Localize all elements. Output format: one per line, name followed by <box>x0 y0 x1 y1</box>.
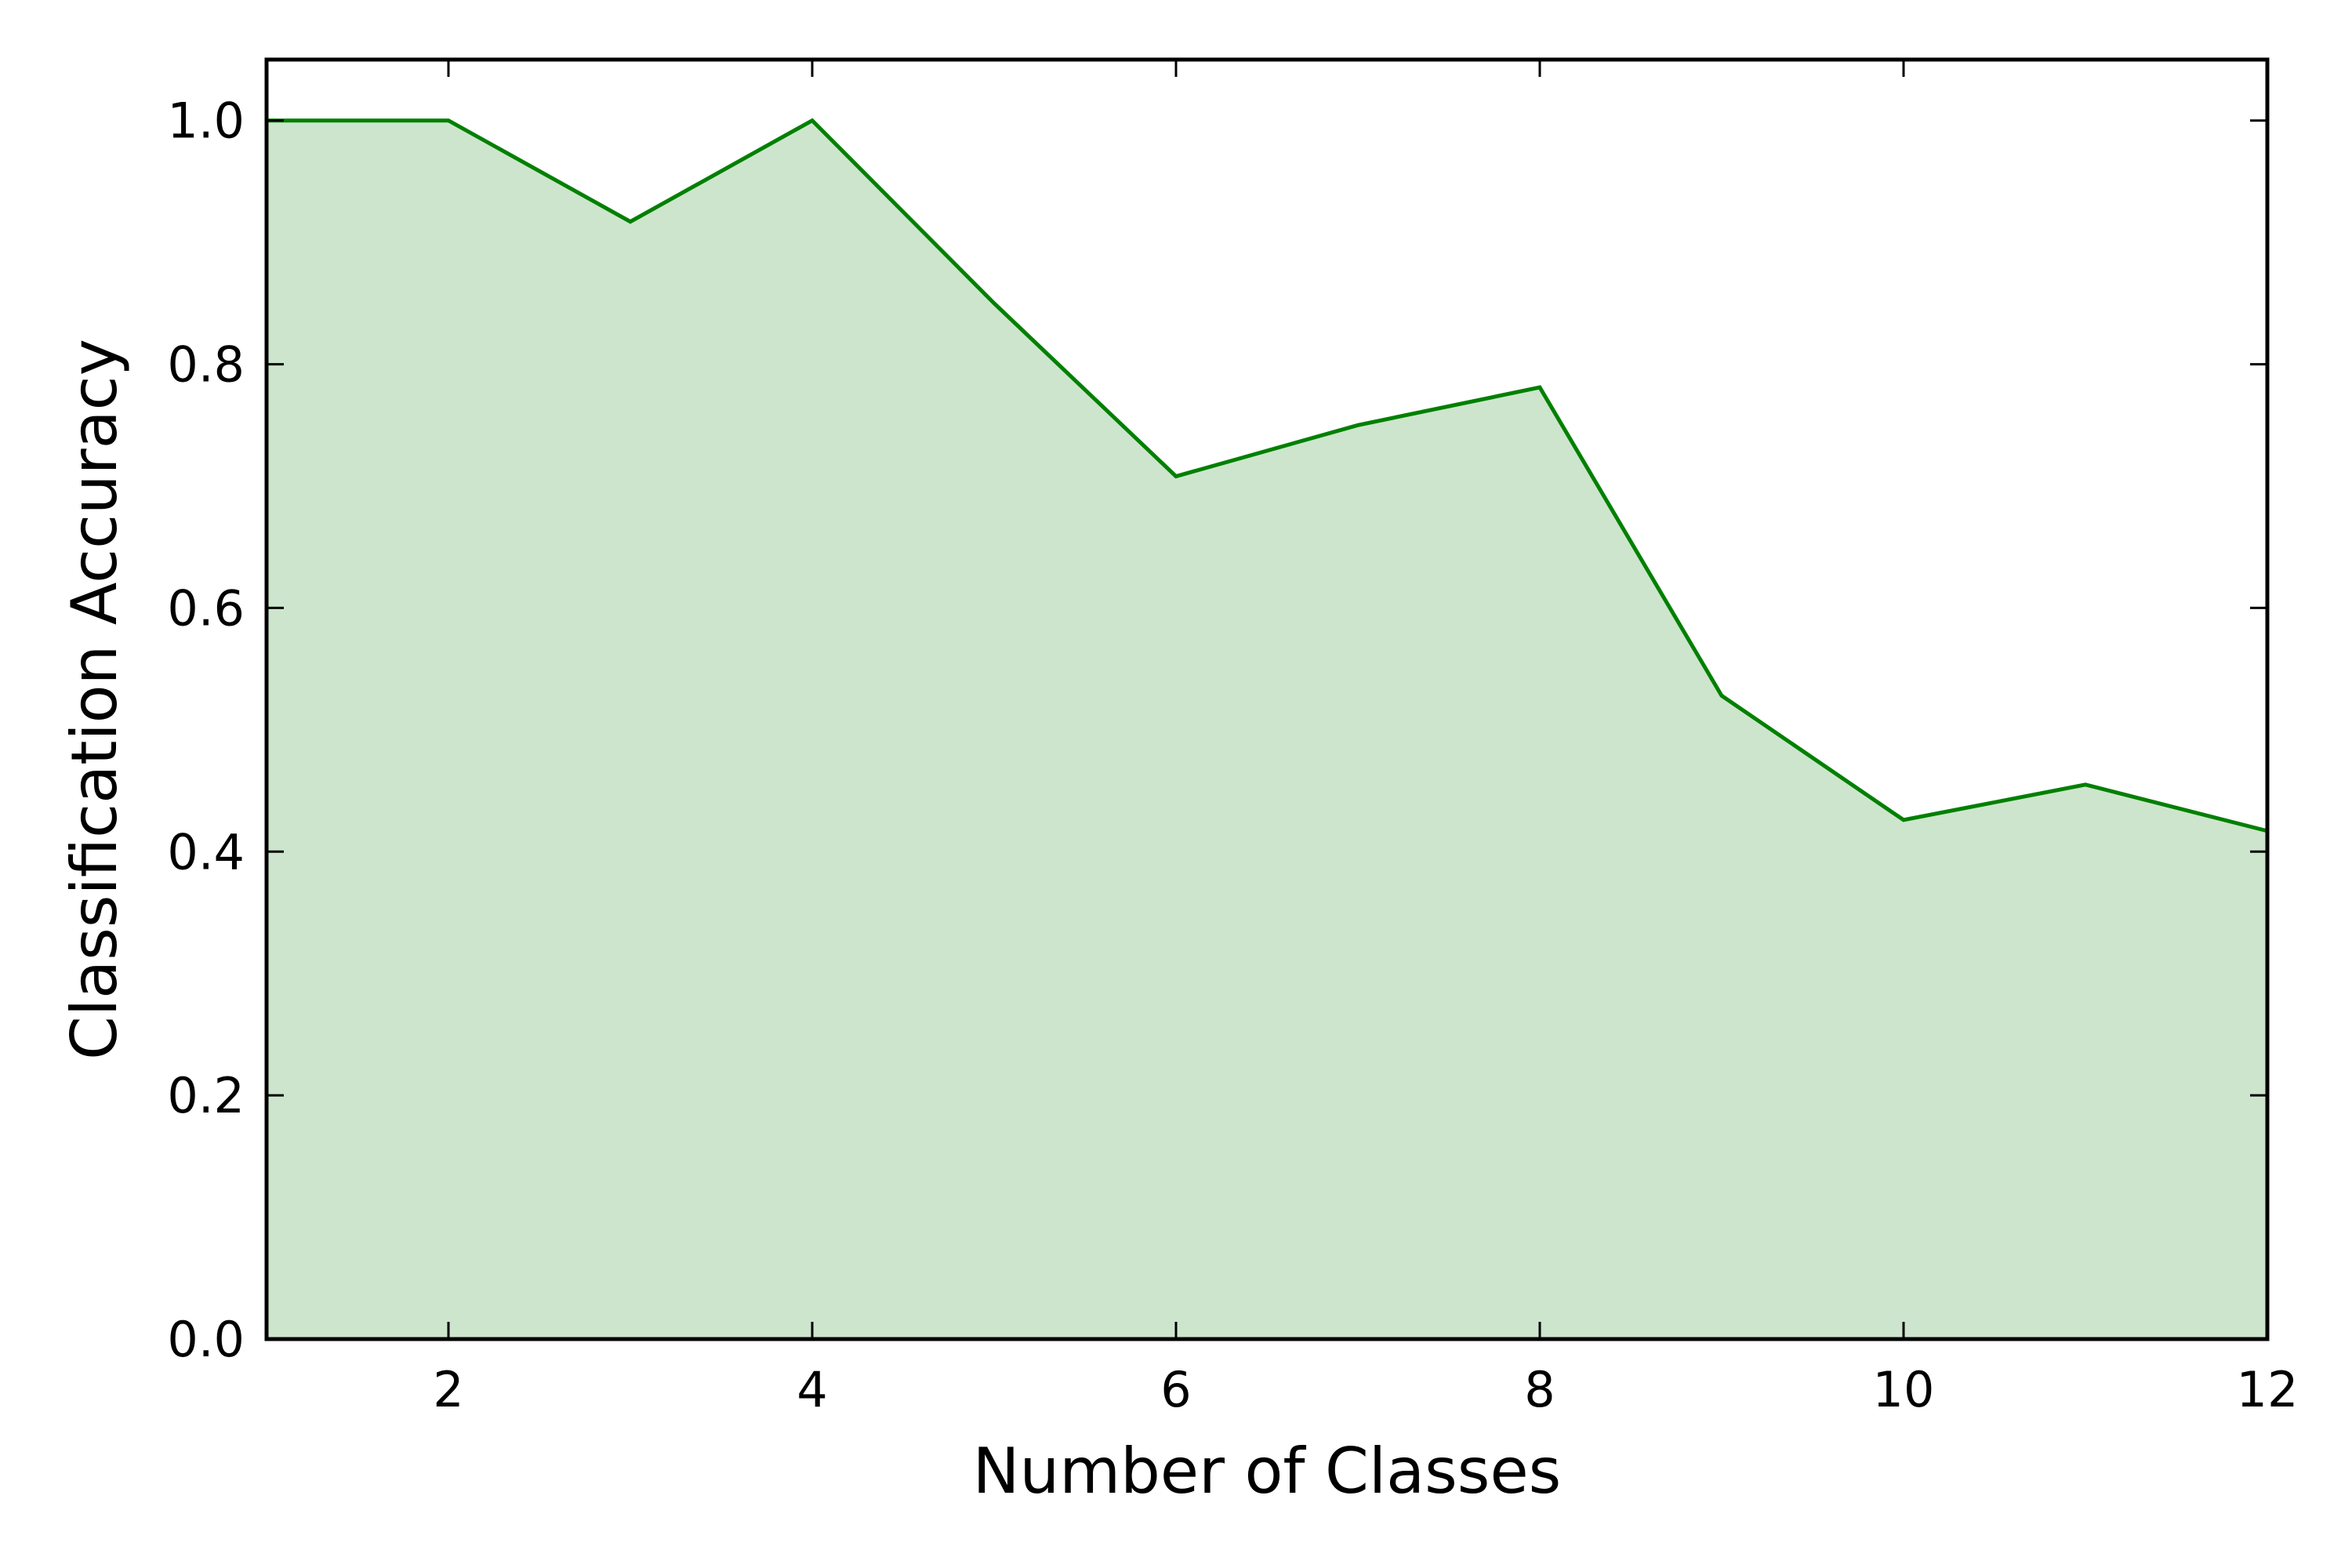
series-area-0 <box>267 120 2267 1340</box>
y-tick-label: 0.4 <box>167 823 245 880</box>
x-tick-label: 10 <box>1873 1361 1935 1418</box>
plot-area <box>266 118 2268 1340</box>
axes-frame <box>264 57 2270 1341</box>
x-tick-label: 8 <box>1524 1361 1555 1418</box>
y-tick-label: 0.6 <box>167 579 245 637</box>
y-tick-label: 0.8 <box>167 336 245 394</box>
x-axis-label: Number of Classes <box>973 1435 1562 1508</box>
x-tick-label: 2 <box>433 1361 463 1418</box>
x-tick-label: 6 <box>1160 1361 1191 1418</box>
tick-labels: 2 4 6 8 10 12 0.0 0.2 0.4 0.6 0.8 1.0 <box>167 93 2298 1418</box>
y-tick-label: 0.0 <box>167 1311 245 1368</box>
y-axis-label: Classification Accuracy <box>58 339 131 1060</box>
y-tick-label: 1.0 <box>167 93 245 150</box>
y-tick-label: 0.2 <box>167 1067 245 1124</box>
x-tick-label: 4 <box>797 1361 827 1418</box>
series-line-0 <box>267 118 2268 833</box>
x-tick-label: 12 <box>2237 1361 2299 1418</box>
